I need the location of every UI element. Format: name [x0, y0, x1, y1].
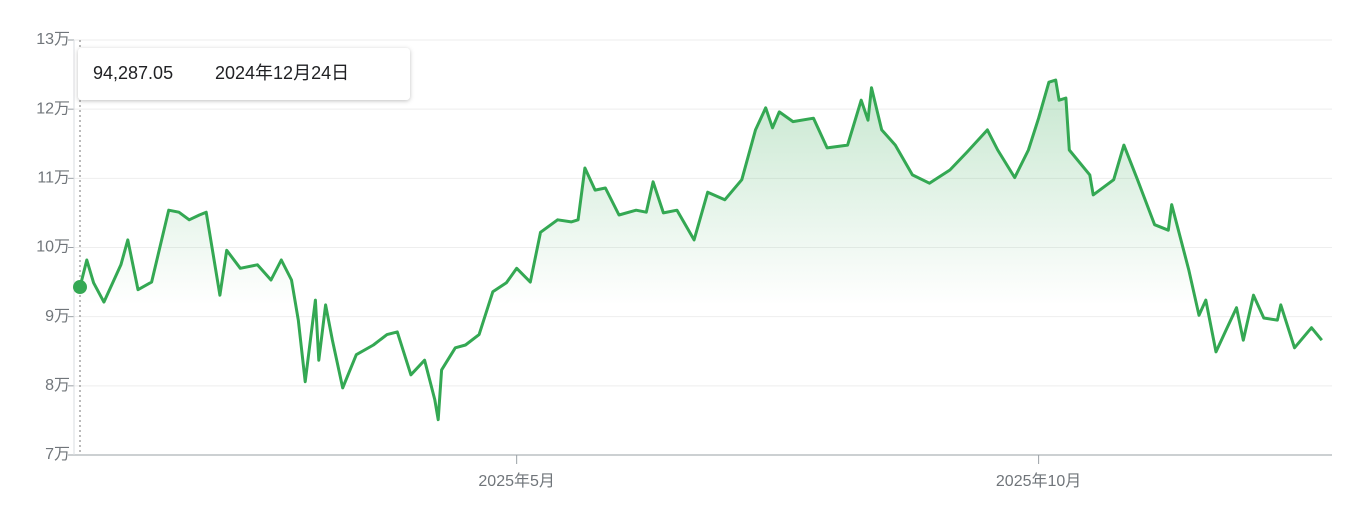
tooltip: 94,287.05 2024年12月24日 — [73, 40, 410, 455]
cursor-dot — [73, 280, 87, 295]
y-tick-label: 11万 — [37, 170, 70, 187]
y-tick-label: 9万 — [45, 308, 70, 325]
x-tick-label: 2025年10月 — [996, 472, 1081, 490]
area — [80, 80, 1322, 455]
y-tick-label: 13万 — [36, 31, 70, 48]
y-tick-label: 10万 — [36, 239, 70, 256]
y-tick-label: 12万 — [36, 100, 70, 117]
y-tick-label: 8万 — [45, 377, 70, 394]
tooltip-box — [78, 48, 410, 100]
price-line — [78, 78, 1323, 422]
tooltip-date: 2024年12月24日 — [215, 63, 349, 83]
tooltip-value: 94,287.05 — [93, 63, 173, 83]
y-tick-label: 7万 — [45, 446, 70, 463]
x-tick-label: 2025年5月 — [478, 472, 555, 490]
plot — [78, 78, 1323, 455]
